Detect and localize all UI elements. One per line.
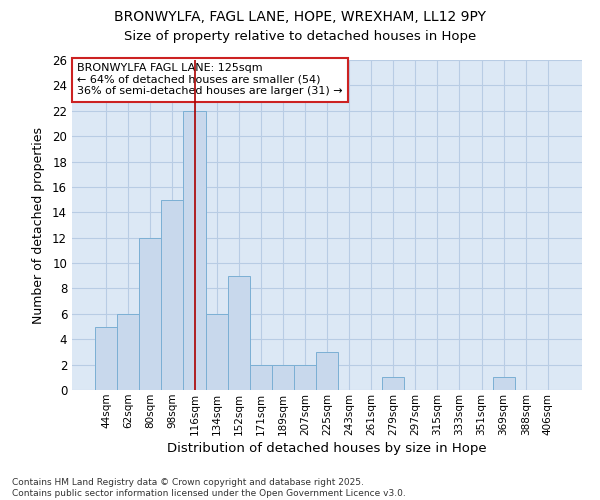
Bar xyxy=(272,364,294,390)
X-axis label: Distribution of detached houses by size in Hope: Distribution of detached houses by size … xyxy=(167,442,487,455)
Bar xyxy=(161,200,184,390)
Bar xyxy=(95,326,117,390)
Bar xyxy=(227,276,250,390)
Bar xyxy=(117,314,139,390)
Bar xyxy=(382,378,404,390)
Text: Contains HM Land Registry data © Crown copyright and database right 2025.
Contai: Contains HM Land Registry data © Crown c… xyxy=(12,478,406,498)
Bar xyxy=(206,314,227,390)
Text: BRONWYLFA FAGL LANE: 125sqm
← 64% of detached houses are smaller (54)
36% of sem: BRONWYLFA FAGL LANE: 125sqm ← 64% of det… xyxy=(77,64,343,96)
Text: BRONWYLFA, FAGL LANE, HOPE, WREXHAM, LL12 9PY: BRONWYLFA, FAGL LANE, HOPE, WREXHAM, LL1… xyxy=(114,10,486,24)
Text: Size of property relative to detached houses in Hope: Size of property relative to detached ho… xyxy=(124,30,476,43)
Bar xyxy=(139,238,161,390)
Y-axis label: Number of detached properties: Number of detached properties xyxy=(32,126,45,324)
Bar xyxy=(250,364,272,390)
Bar xyxy=(294,364,316,390)
Bar xyxy=(493,378,515,390)
Bar xyxy=(184,111,206,390)
Bar xyxy=(316,352,338,390)
